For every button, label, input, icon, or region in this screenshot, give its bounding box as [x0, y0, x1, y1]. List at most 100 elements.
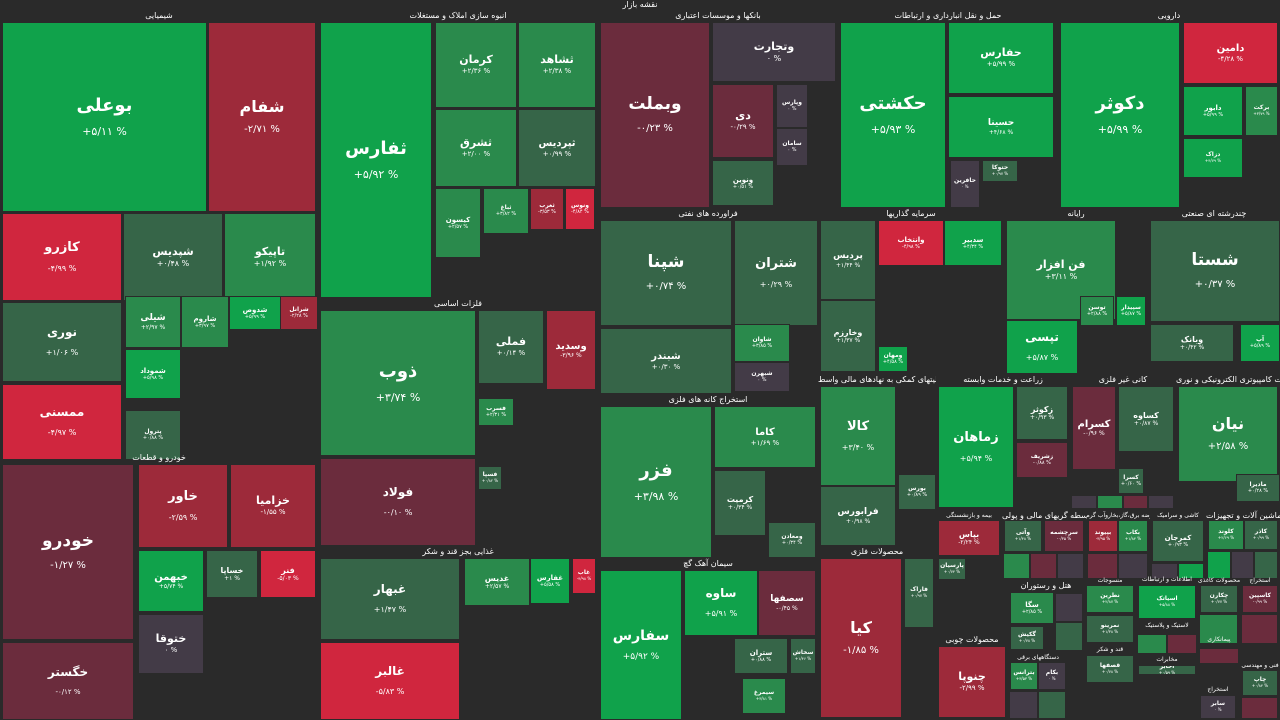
treemap-tile[interactable]: فملی +۰/۱۴ %: [478, 310, 544, 384]
treemap-tile[interactable]: ثشاهد +۲/۳۸ %: [518, 22, 596, 108]
treemap-tile[interactable]: فسرب +۲/۳۱ %: [478, 398, 514, 426]
treemap-tile[interactable]: ونوس -۴/۸۴ %: [565, 188, 595, 230]
treemap-tile[interactable]: نطرین +۲/۸۷ %: [1086, 585, 1134, 613]
treemap-tile[interactable]: ثشرق +۲/۰۰ %: [435, 109, 517, 187]
treemap-tile[interactable]: حافرین ۰ %: [950, 160, 980, 208]
treemap-tile[interactable]: وبملت -۰/۲۳ %: [600, 22, 710, 208]
treemap-tile[interactable]: خساپا +۱ %: [206, 550, 258, 598]
treemap-tile[interactable]: دابور +۵/۹۹ %: [1183, 86, 1243, 136]
treemap-tile[interactable]: ثفارس +۵/۹۲ %: [320, 22, 432, 298]
treemap-tile[interactable]: وبانک +۰/۴۲ %: [1150, 324, 1234, 362]
treemap-tile[interactable]: غفارس +۵/۵۸ %: [530, 558, 570, 604]
treemap-tile[interactable]: دزاک +۴/۷۹ %: [1183, 138, 1243, 178]
treemap-tile[interactable]: سرچشمه -۰/۳۵ %: [1044, 520, 1084, 552]
treemap-tile[interactable]: بپیوند -۳/۹۵ %: [1088, 520, 1118, 552]
treemap-tile[interactable]: کلوند +۲/۶۹ %: [1208, 520, 1244, 550]
treemap-tile[interactable]: غدیس +۲/۵۷ %: [464, 558, 530, 606]
treemap-tile[interactable]: چکارن +۰/۷۷ %: [1200, 585, 1238, 613]
treemap-tile[interactable]: ومهان +۴/۵۸ %: [878, 346, 908, 372]
treemap-tile[interactable]: چاپ +۰/۸۴ %: [1242, 670, 1278, 696]
treemap-tile[interactable]: خاور -۲/۵۹ %: [138, 464, 228, 548]
treemap-tile[interactable]: فزر +۳/۹۸ %: [600, 406, 712, 558]
treemap-tile[interactable]: نیان +۲/۵۸ %: [1178, 386, 1278, 482]
treemap-tile[interactable]: ممسنی -۴/۹۷ %: [2, 384, 122, 460]
treemap-tile[interactable]: مادیرا +۰/۲۸ %: [1236, 474, 1280, 502]
treemap-tile[interactable]: بترانس +۳/۵۳ %: [1010, 662, 1038, 690]
treemap-tile[interactable]: غالبر -۵/۸۳ %: [320, 642, 460, 720]
treemap-tile[interactable]: سدبیر +۴/۳۴ %: [944, 220, 1002, 266]
treemap-tile[interactable]: پارسیان +۰/۷۴ %: [938, 558, 966, 580]
treemap-tile[interactable]: کیا -۱/۸۵ %: [820, 558, 902, 718]
treemap-tile[interactable]: توسن +۲/۸۸ %: [1080, 296, 1114, 326]
treemap-tile[interactable]: سپیدار +۵/۸۷ %: [1116, 296, 1146, 326]
treemap-tile[interactable]: سیمرغ +۳/۸۱ %: [742, 678, 786, 714]
treemap-tile[interactable]: فرابورس +۰/۹۸ %: [820, 486, 896, 546]
treemap-tile[interactable]: سفارس +۵/۹۲ %: [600, 570, 682, 720]
treemap-tile[interactable]: دی -۰/۲۹ %: [712, 84, 774, 158]
treemap-tile[interactable]: ستران +۰/۸۸ %: [734, 638, 788, 674]
treemap-tile[interactable]: کرمان +۲/۳۶ %: [435, 22, 517, 108]
treemap-tile[interactable]: کسرا +۰/۶۰ %: [1118, 468, 1144, 494]
treemap-tile[interactable]: سخاش +۱/۴۶ %: [790, 638, 816, 674]
treemap-tile[interactable]: غاب -۴/۹۸ %: [572, 558, 596, 594]
treemap-tile[interactable]: وانتخاب -۴/۹۸ %: [878, 220, 944, 266]
treemap-tile[interactable]: گکیش +۰/۷۸ %: [1010, 626, 1044, 650]
treemap-tile[interactable]: ساوه +۵/۹۱ %: [684, 570, 758, 636]
treemap-tile[interactable]: فولاد -۰/۱۰ %: [320, 458, 476, 546]
treemap-tile[interactable]: وخارزم +۱/۳۷ %: [820, 300, 876, 372]
treemap-tile[interactable]: بکام ۰ %: [1038, 662, 1066, 690]
treemap-tile[interactable]: تاپیکو +۱/۹۲ %: [224, 213, 316, 301]
treemap-tile[interactable]: سابر ۰ %: [1200, 695, 1236, 719]
treemap-tile[interactable]: بورس +۰/۸۹ %: [898, 474, 936, 510]
treemap-tile[interactable]: شیلی +۲/۹۷ %: [125, 296, 181, 348]
treemap-tile[interactable]: وپارس ۰ %: [776, 84, 808, 128]
treemap-tile[interactable]: شپنا +۰/۷۴ %: [600, 220, 732, 326]
treemap-tile[interactable]: دامین -۴/۲۸ %: [1183, 22, 1278, 84]
treemap-tile[interactable]: نوری +۱/۰۶ %: [2, 302, 122, 382]
treemap-tile[interactable]: تپسی +۵/۸۷ %: [1006, 320, 1078, 374]
treemap-tile[interactable]: شفام -۲/۷۱ %: [208, 22, 316, 212]
treemap-tile[interactable]: شرانل -۲/۲۸ %: [280, 296, 318, 330]
treemap-tile[interactable]: کیسون +۲/۵۷ %: [435, 188, 481, 258]
treemap-tile[interactable]: کرمیت +۰/۳۴ %: [714, 470, 766, 536]
treemap-tile[interactable]: ونوین +۰/۵۱ %: [712, 160, 774, 206]
treemap-tile[interactable]: حکشتی +۵/۹۳ %: [840, 22, 946, 208]
treemap-tile[interactable]: چنوپا -۲/۹۹ %: [938, 646, 1006, 718]
treemap-tile[interactable]: ومعادن +۰/۳۴ %: [768, 522, 816, 558]
treemap-tile[interactable]: زکوثر +۰/۹۳ %: [1016, 386, 1068, 440]
treemap-tile[interactable]: شتران +۰/۲۹ %: [734, 220, 818, 326]
treemap-tile[interactable]: زشریف -۰/۸۸ %: [1016, 442, 1068, 478]
treemap-tile[interactable]: ثغرب -۳/۵۳ %: [530, 188, 564, 230]
treemap-tile[interactable]: سامان ۰ %: [776, 128, 808, 166]
treemap-tile[interactable]: خبهمن +۵/۷۴ %: [138, 550, 204, 612]
treemap-tile[interactable]: زماهان +۵/۹۴ %: [938, 386, 1014, 508]
treemap-tile[interactable]: ختوقا ۰ %: [138, 614, 204, 674]
treemap-tile[interactable]: ثپردیس +۰/۹۹ %: [518, 109, 596, 187]
treemap-tile[interactable]: شاوان +۳/۸۵ %: [734, 324, 790, 362]
treemap-tile[interactable]: شستا +۰/۳۷ %: [1150, 220, 1280, 322]
treemap-tile[interactable]: کازرو -۴/۹۹ %: [2, 213, 122, 301]
treemap-tile[interactable]: فسپا +۰/۸۲ %: [478, 466, 502, 490]
treemap-tile[interactable]: شموداد +۵/۹۸ %: [125, 349, 181, 399]
treemap-tile[interactable]: کاسپین -۰/۹۹ %: [1242, 585, 1278, 613]
treemap-tile[interactable]: وتجارت ۰ %: [712, 22, 836, 82]
treemap-tile[interactable]: حسینا +۴/۶۸ %: [948, 96, 1054, 158]
treemap-tile[interactable]: کسرام -۰/۹۶ %: [1072, 386, 1116, 470]
treemap-tile[interactable]: حتوکا +۰/۹۷ %: [982, 160, 1018, 182]
treemap-tile[interactable]: خگستر -۰/۱۲ %: [2, 642, 134, 720]
treemap-tile[interactable]: برکت +۳/۷۹ %: [1245, 86, 1278, 136]
treemap-tile[interactable]: قصفها +۰/۷۸ %: [1086, 655, 1134, 683]
treemap-tile[interactable]: خزامیا -۱/۵۵ %: [230, 464, 316, 548]
treemap-tile[interactable]: آپ +۵/۸۹ %: [1240, 324, 1280, 362]
treemap-tile[interactable]: کاما +۱/۶۹ %: [714, 406, 816, 468]
treemap-tile[interactable]: پترول +۰/۸۸ %: [125, 410, 181, 460]
treemap-tile[interactable]: اسیاتک +۵/۸۸ %: [1138, 585, 1196, 619]
treemap-tile[interactable]: وسدید -۳/۹۶ %: [546, 310, 596, 390]
treemap-tile[interactable]: بکاب +۱/۸۴ %: [1118, 520, 1148, 552]
treemap-tile[interactable]: وآتی +۱/۴۸ %: [1004, 520, 1042, 552]
treemap-tile[interactable]: سصفها -۰/۴۵ %: [758, 570, 816, 636]
treemap-tile[interactable]: کساوه +۰/۸۷ %: [1118, 386, 1174, 452]
treemap-tile[interactable]: حفارس +۵/۹۹ %: [948, 22, 1054, 94]
treemap-tile[interactable]: فنر -۵/۰۳ %: [260, 550, 316, 598]
treemap-tile[interactable]: شاروم +۳/۹۷ %: [181, 296, 229, 348]
